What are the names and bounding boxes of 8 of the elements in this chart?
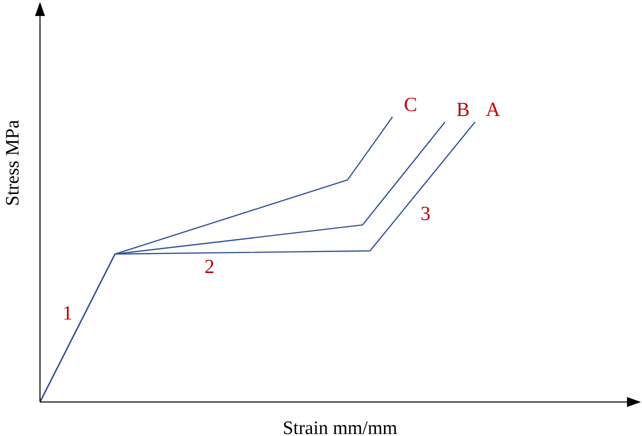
y-axis-title: Stress MPa — [2, 119, 24, 206]
annotation: 3 — [420, 203, 430, 226]
series-label: A — [486, 99, 501, 122]
series-label: C — [404, 94, 418, 116]
x-axis-title: Strain mm/mm — [282, 418, 398, 436]
annotation: 2 — [204, 256, 214, 278]
annotation: 1 — [62, 302, 72, 325]
series-label: B — [456, 99, 470, 122]
